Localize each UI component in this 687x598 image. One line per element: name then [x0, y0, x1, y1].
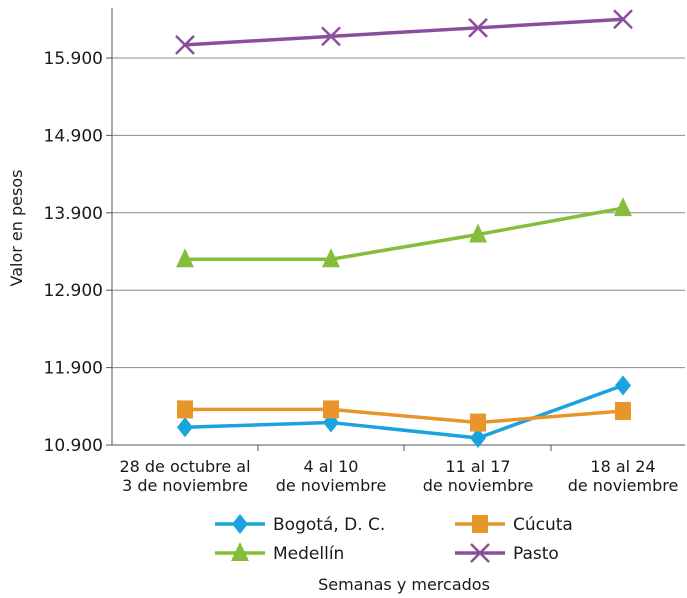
series-bogot-d-c-: [177, 375, 631, 449]
series-line: [184, 383, 624, 440]
data-point: [469, 223, 487, 243]
data-point: [231, 542, 249, 561]
series-layer: [175, 9, 633, 449]
data-point: [321, 26, 341, 47]
x-axis-title: Semanas y mercados: [318, 575, 490, 594]
data-point: [323, 400, 339, 419]
y-tick-label: 10.900: [44, 436, 103, 456]
data-point: [468, 17, 488, 38]
data-point: [472, 515, 488, 533]
y-axis-title: Valor en pesos: [7, 170, 26, 287]
data-point: [176, 248, 194, 268]
legend-label: Pasto: [513, 544, 559, 564]
legend-entry: Bogotá, D. C.: [215, 514, 385, 535]
series-medell-n: [176, 197, 632, 268]
x-tick-label: 11 al 17 de noviembre: [423, 457, 534, 495]
data-point: [175, 34, 195, 55]
data-point: [470, 428, 486, 449]
legend-label: Cúcuta: [513, 515, 573, 535]
data-point: [177, 417, 193, 438]
data-point: [614, 197, 632, 217]
data-point: [322, 248, 340, 268]
legend-entry: Medellín: [215, 542, 344, 564]
y-tick-label: 11.900: [44, 359, 103, 379]
legend: Bogotá, D. C. Cúcuta Medellín Pasto: [215, 514, 573, 564]
data-point: [615, 401, 631, 420]
y-tick-label: 14.900: [44, 126, 103, 146]
series-pasto: [175, 9, 633, 55]
x-tick-label: 28 de octubre al 3 de noviembre: [119, 457, 250, 495]
y-tick-labels: 10.900 11.900 12.900 13.900 14.900 15.900: [44, 49, 103, 456]
series-line: [185, 407, 624, 425]
data-point: [177, 400, 193, 419]
series-line: [185, 206, 624, 261]
grid-lines: [112, 57, 685, 446]
legend-entry: Cúcuta: [455, 515, 573, 535]
legend-label: Medellín: [273, 544, 344, 564]
legend-label: Bogotá, D. C.: [273, 515, 385, 535]
series-c-cuta: [177, 400, 631, 432]
data-point: [613, 9, 633, 30]
data-point: [615, 375, 631, 396]
axes: [106, 8, 685, 451]
data-point: [470, 413, 486, 432]
y-tick-label: 13.900: [44, 204, 103, 224]
x-tick-label: 18 al 24 de noviembre: [568, 457, 679, 495]
y-tick-label: 15.900: [44, 49, 103, 69]
data-point: [232, 514, 248, 534]
x-tick-labels: 28 de octubre al 3 de noviembre 4 al 10 de …: [119, 457, 678, 495]
data-point: [470, 543, 490, 563]
y-tick-label: 12.900: [44, 281, 103, 301]
legend-entry: Pasto: [455, 543, 559, 564]
x-tick-label: 4 al 10 de noviembre: [276, 457, 387, 495]
series-line: [184, 17, 624, 47]
